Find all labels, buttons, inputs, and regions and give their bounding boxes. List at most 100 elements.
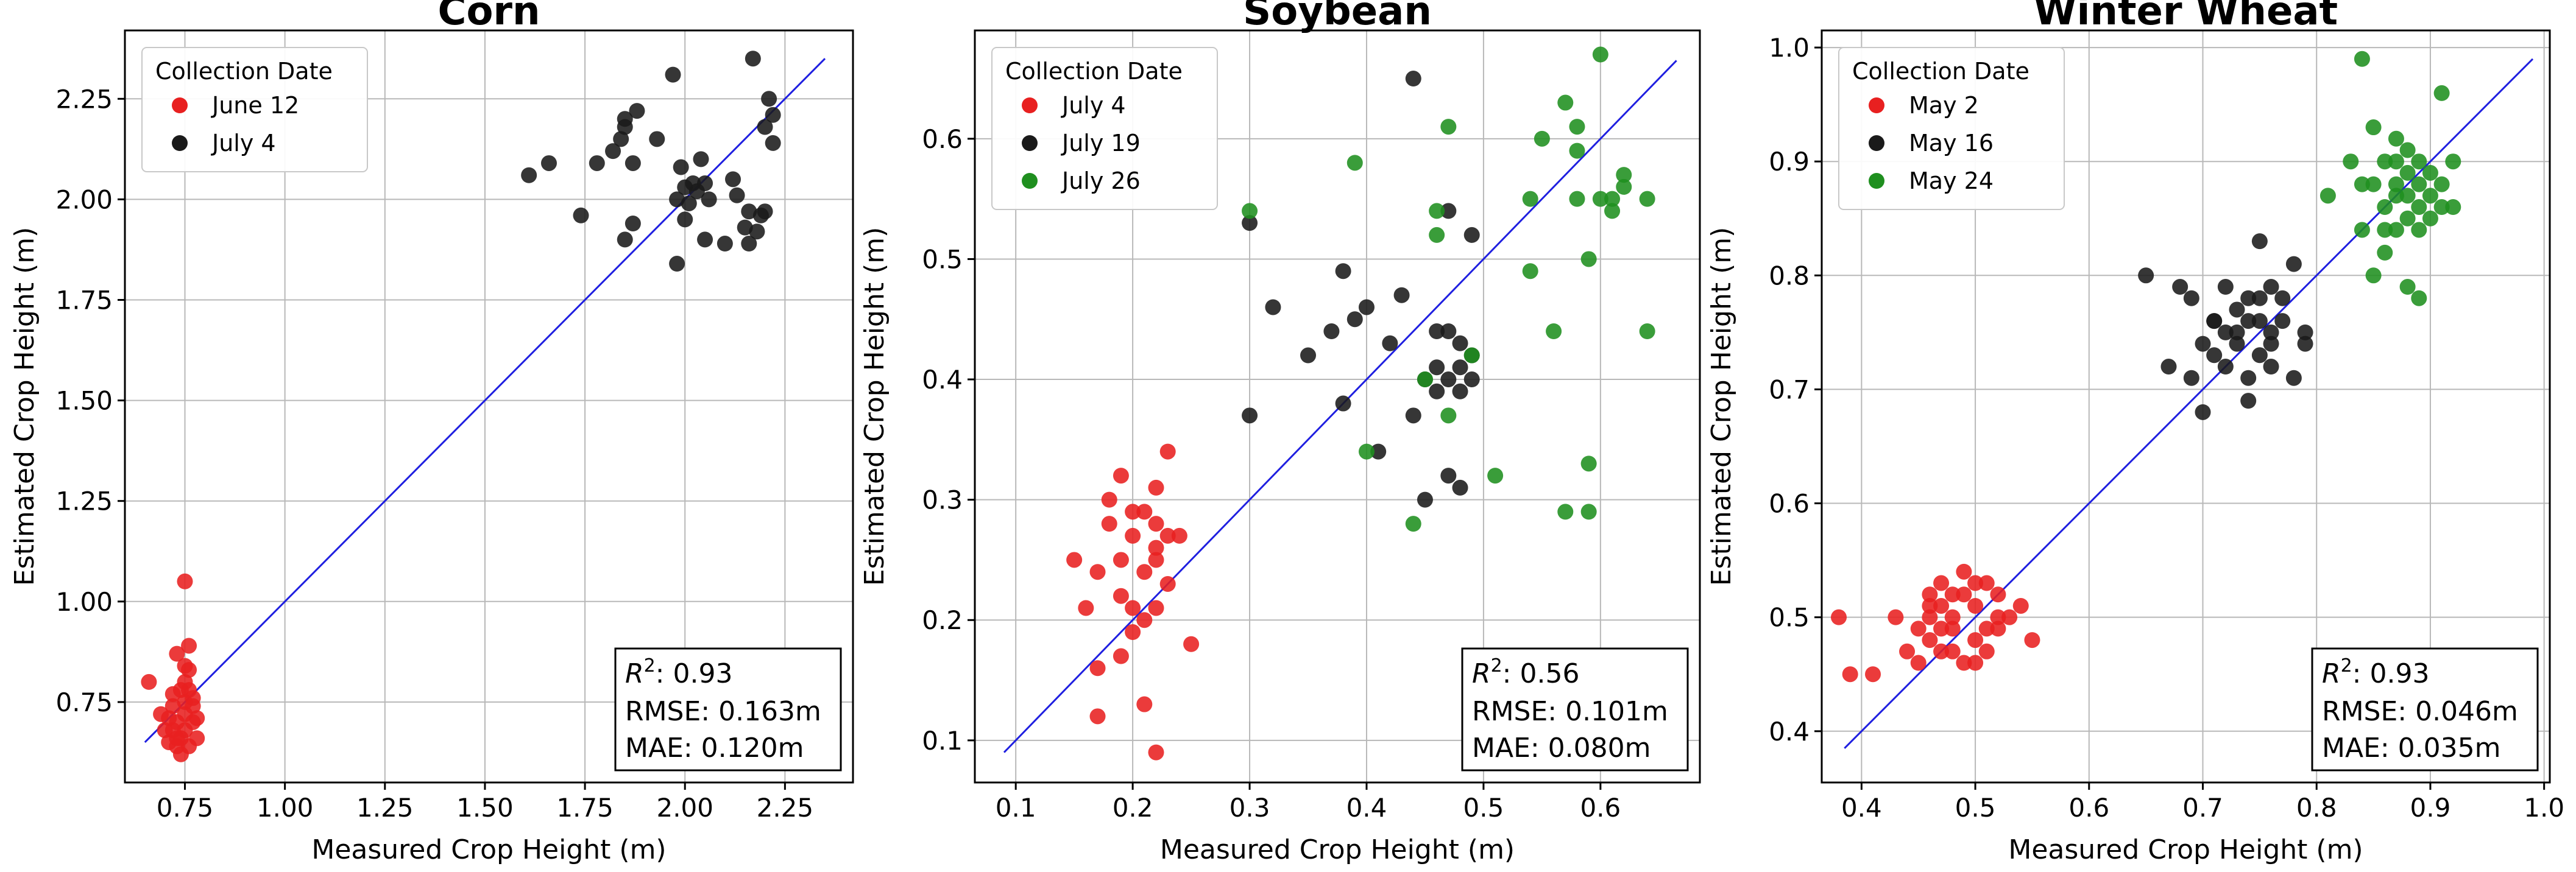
legend-marker: [1022, 97, 1038, 113]
y-tick-label: 0.5: [1769, 603, 1810, 633]
chart-title: Winter Wheat: [2034, 0, 2338, 34]
x-axis-label: Measured Crop Height (m): [311, 834, 666, 865]
data-point: [2319, 188, 2336, 204]
series-green: [1242, 46, 1655, 532]
data-point: [1522, 263, 1538, 280]
data-point: [1990, 586, 2006, 603]
data-point: [181, 638, 197, 654]
data-point: [2354, 222, 2370, 238]
data-point: [673, 159, 689, 175]
y-tick-label: 2.25: [55, 84, 113, 114]
data-point: [1990, 609, 2006, 625]
data-point: [1922, 632, 1938, 649]
data-point: [2354, 51, 2370, 67]
data-point: [141, 673, 157, 690]
data-point: [1242, 215, 1258, 231]
panel-1: Corn 0.75 1.00 1.25 1.50 1.75 2.00 2.25 0.75 1.00…: [9, 0, 854, 865]
data-point: [1580, 251, 1597, 267]
legend-label: June 12: [211, 92, 299, 119]
data-point: [1417, 371, 1433, 388]
data-point: [669, 191, 685, 208]
x-axis-label: Measured Crop Height (m): [1160, 834, 1515, 865]
data-point: [1978, 575, 1995, 591]
mae-text: MAE: 0.080m: [1472, 733, 1651, 764]
data-point: [1089, 660, 1106, 677]
legend-label: July 26: [1061, 167, 1141, 194]
data-point: [2172, 279, 2189, 295]
x-tick-label: 0.6: [1580, 793, 1621, 823]
data-point: [2206, 313, 2223, 329]
data-point: [2433, 199, 2450, 216]
data-point: [2422, 188, 2438, 204]
data-point: [2411, 222, 2427, 238]
data-point: [1265, 299, 1281, 315]
y-tick-label: 0.8: [1769, 261, 1810, 290]
data-point: [1405, 407, 1421, 424]
legend-title: Collection Date: [1005, 58, 1183, 85]
data-point: [1148, 552, 1164, 568]
data-point: [1159, 575, 1176, 592]
legend-label: July 4: [211, 130, 276, 156]
data-point: [1148, 600, 1164, 616]
x-tick-label: 0.5: [1955, 793, 1996, 823]
data-point: [2285, 370, 2302, 386]
data-point: [1978, 621, 1995, 637]
data-point: [669, 256, 685, 272]
data-point: [2365, 267, 2382, 284]
r2-text: R2: 0.93: [625, 655, 732, 689]
data-point: [701, 191, 717, 208]
x-tick-label: 0.3: [1230, 793, 1270, 823]
data-point: [1604, 191, 1621, 207]
legend-label: May 24: [1909, 167, 1994, 194]
data-point: [1922, 609, 1938, 625]
data-point: [573, 207, 589, 223]
data-point: [2422, 210, 2438, 227]
data-point: [2388, 176, 2404, 192]
data-point: [1604, 203, 1621, 219]
data-point: [1429, 383, 1445, 399]
data-point: [2297, 324, 2313, 340]
data-point: [1922, 586, 1938, 603]
data-point: [1382, 335, 1398, 351]
data-point: [1113, 552, 1129, 568]
data-point: [1405, 71, 1421, 87]
data-point: [1358, 299, 1375, 315]
data-point: [617, 231, 633, 248]
legend-marker: [172, 135, 188, 151]
data-point: [1452, 383, 1468, 399]
data-point: [1616, 178, 1632, 195]
data-point: [1346, 311, 1363, 328]
legend-title: Collection Date: [155, 58, 333, 85]
data-point: [2388, 188, 2404, 204]
data-point: [1066, 552, 1083, 568]
data-point: [2195, 336, 2211, 352]
data-point: [1089, 708, 1106, 725]
y-tick-label: 1.75: [55, 285, 113, 315]
data-point: [1546, 323, 1562, 339]
data-point: [1242, 203, 1258, 219]
legend-marker: [1022, 135, 1038, 151]
data-point: [1944, 621, 1961, 637]
data-point: [1101, 516, 1117, 532]
data-point: [1242, 407, 1258, 424]
x-tick-label: 0.9: [2410, 793, 2451, 823]
data-point: [1452, 359, 1468, 376]
data-point: [172, 746, 189, 762]
data-point: [729, 187, 745, 203]
data-point: [1136, 504, 1153, 520]
data-point: [2365, 176, 2382, 192]
y-tick-label: 2.00: [55, 185, 113, 214]
r2-text: R2: 0.56: [1472, 655, 1579, 689]
data-point: [1944, 643, 1961, 659]
y-tick-label: 0.6: [922, 124, 963, 154]
data-point: [1429, 203, 1445, 219]
data-point: [665, 66, 681, 83]
x-tick-label: 1.25: [356, 793, 414, 823]
legend-label: July 4: [1061, 92, 1126, 119]
y-tick-label: 1.00: [55, 587, 113, 617]
data-point: [1557, 94, 1574, 111]
x-tick-label: 0.8: [2296, 793, 2337, 823]
data-point: [2433, 176, 2450, 192]
data-point: [2365, 119, 2382, 136]
data-point: [2263, 324, 2279, 340]
